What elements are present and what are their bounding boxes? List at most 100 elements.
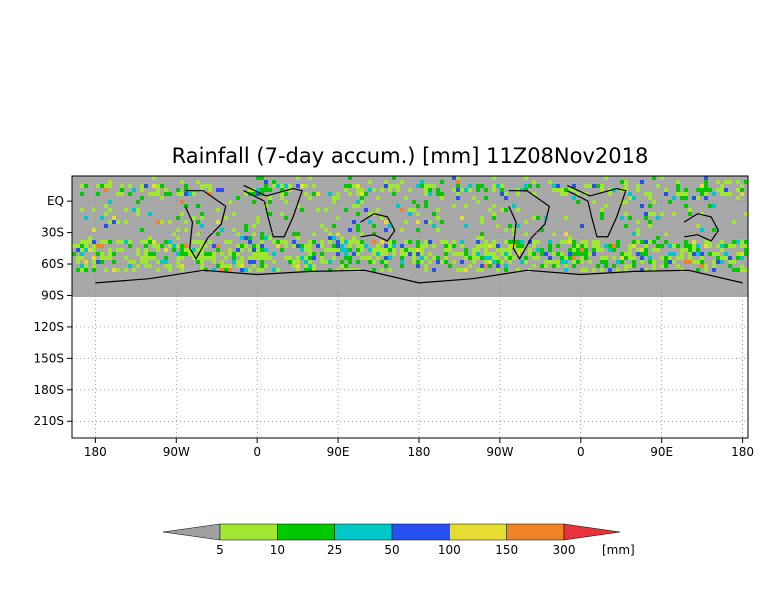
rain-cell — [736, 240, 740, 244]
rain-cell — [424, 184, 428, 188]
rain-cell — [268, 256, 272, 260]
rain-cell — [672, 244, 676, 248]
rain-cell — [160, 196, 164, 200]
rain-cell — [488, 260, 492, 264]
rain-cell — [352, 204, 356, 208]
rain-cell — [76, 244, 80, 248]
rain-cell — [180, 244, 184, 248]
rain-cell — [148, 264, 152, 268]
rain-cell — [364, 208, 368, 212]
rain-cell — [368, 248, 372, 252]
rain-cell — [500, 248, 504, 252]
rain-cell — [264, 264, 268, 268]
rain-cell — [620, 256, 624, 260]
rain-cell — [552, 264, 556, 268]
rain-cell — [116, 240, 120, 244]
rain-cell — [344, 264, 348, 268]
rain-cell — [700, 184, 704, 188]
rain-cell — [144, 252, 148, 256]
rain-cell — [476, 184, 480, 188]
rain-cell — [648, 204, 652, 208]
rain-cell — [500, 260, 504, 264]
rain-cell — [592, 268, 596, 272]
rain-cell — [700, 228, 704, 232]
rain-cell — [384, 260, 388, 264]
rain-cell — [140, 184, 144, 188]
rain-cell — [536, 216, 540, 220]
rain-cell — [584, 240, 588, 244]
rain-cell — [708, 252, 712, 256]
rain-cell — [176, 260, 180, 264]
rain-cell — [504, 196, 508, 200]
rain-cell — [224, 240, 228, 244]
rain-cell — [340, 260, 344, 264]
rain-cell — [212, 256, 216, 260]
rain-cell — [340, 248, 344, 252]
rain-cell — [464, 224, 468, 228]
rain-cell — [108, 240, 112, 244]
rain-cell — [380, 252, 384, 256]
rain-cell — [324, 208, 328, 212]
rain-cell — [128, 260, 132, 264]
rain-cell — [740, 256, 744, 260]
rain-cell — [664, 240, 668, 244]
rain-cell — [376, 244, 380, 248]
rain-cell — [568, 236, 572, 240]
x-tick-label: 180 — [731, 445, 754, 459]
rain-cell — [148, 256, 152, 260]
rain-cell — [668, 200, 672, 204]
rain-cell — [164, 256, 168, 260]
rain-cell — [328, 260, 332, 264]
rain-cell — [476, 236, 480, 240]
rain-cell — [652, 268, 656, 272]
rain-cell — [472, 256, 476, 260]
colorbar-swatch — [277, 523, 335, 541]
rain-cell — [496, 264, 500, 268]
rain-cell — [700, 192, 704, 196]
rain-cell — [368, 260, 372, 264]
rain-cell — [308, 248, 312, 252]
y-axis: EQ 30S 60S 90S 120S 150S 180S 210S — [33, 194, 72, 428]
rain-cell — [668, 252, 672, 256]
rain-cell — [300, 208, 304, 212]
rain-cell — [340, 240, 344, 244]
rain-cell — [116, 192, 120, 196]
rain-cell — [236, 232, 240, 236]
rain-cell — [336, 216, 340, 220]
rain-cell — [168, 240, 172, 244]
rain-cell — [400, 260, 404, 264]
rain-cell — [200, 244, 204, 248]
rain-cell — [552, 188, 556, 192]
rain-cell — [632, 244, 636, 248]
rain-cell — [580, 268, 584, 272]
rain-cell — [416, 252, 420, 256]
rain-cell — [516, 192, 520, 196]
colorbar-level-label: 300 — [553, 543, 576, 557]
rain-cell — [356, 192, 360, 196]
rain-cell — [100, 216, 104, 220]
rain-cell — [180, 252, 184, 256]
rain-cell — [396, 188, 400, 192]
rain-cell — [164, 188, 168, 192]
rain-cell — [660, 212, 664, 216]
rain-cell — [236, 196, 240, 200]
rain-cell — [328, 236, 332, 240]
rain-cell — [184, 244, 188, 248]
rain-cell — [560, 192, 564, 196]
rain-cell — [240, 260, 244, 264]
rain-cell — [636, 184, 640, 188]
rain-cell — [108, 220, 112, 224]
y-tick-label: 90S — [41, 288, 64, 302]
rain-cell — [356, 204, 360, 208]
rain-cell — [680, 256, 684, 260]
rain-cell — [232, 212, 236, 216]
rain-cell — [244, 268, 248, 272]
rain-cell — [504, 268, 508, 272]
rain-cell — [488, 244, 492, 248]
rain-cell — [712, 228, 716, 232]
rain-cell — [304, 192, 308, 196]
rain-cell — [344, 184, 348, 188]
rain-cell — [624, 184, 628, 188]
rain-cell — [556, 264, 560, 268]
rain-cell — [248, 236, 252, 240]
